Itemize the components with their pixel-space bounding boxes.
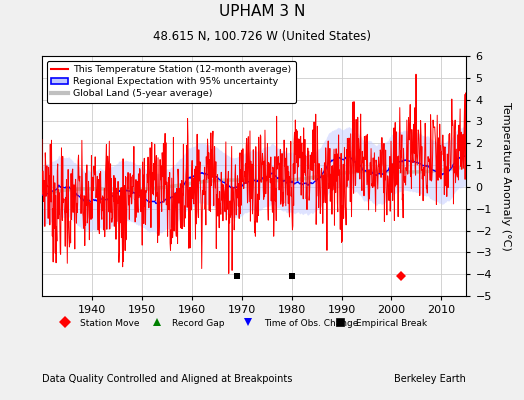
- Text: Record Gap: Record Gap: [172, 318, 224, 328]
- Text: 48.615 N, 100.726 W (United States): 48.615 N, 100.726 W (United States): [153, 30, 371, 43]
- Text: Empirical Break: Empirical Break: [356, 318, 427, 328]
- Text: Station Move: Station Move: [80, 318, 140, 328]
- Text: Time of Obs. Change: Time of Obs. Change: [264, 318, 358, 328]
- Text: Data Quality Controlled and Aligned at Breakpoints: Data Quality Controlled and Aligned at B…: [42, 374, 292, 384]
- Y-axis label: Temperature Anomaly (°C): Temperature Anomaly (°C): [501, 102, 511, 250]
- Text: UPHAM 3 N: UPHAM 3 N: [219, 4, 305, 19]
- Legend: This Temperature Station (12-month average), Regional Expectation with 95% uncer: This Temperature Station (12-month avera…: [47, 61, 296, 103]
- Text: Berkeley Earth: Berkeley Earth: [395, 374, 466, 384]
